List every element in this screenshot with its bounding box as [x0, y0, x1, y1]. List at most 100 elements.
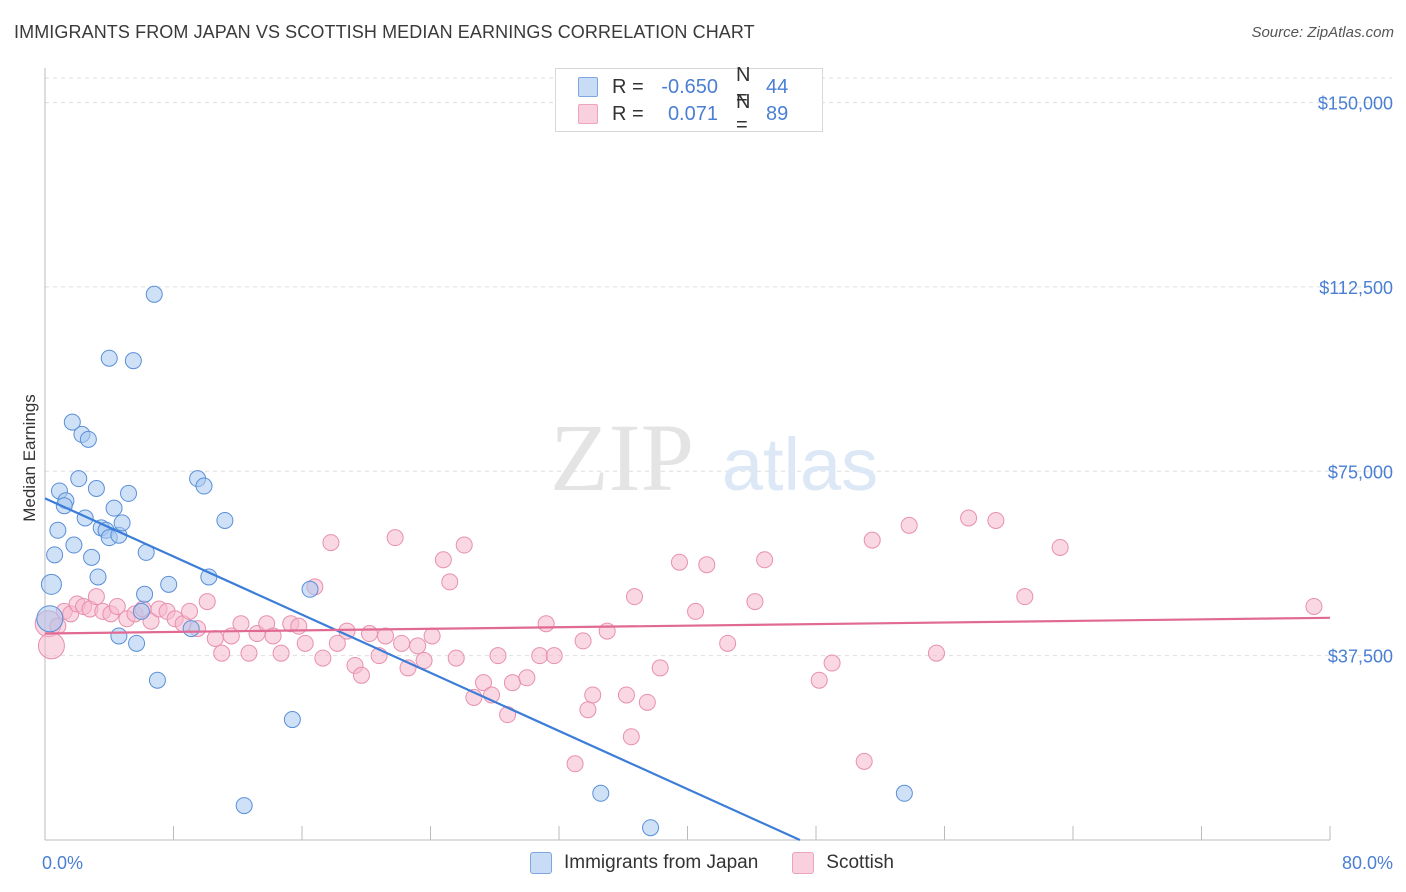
r-label: R =: [612, 75, 644, 98]
scottish-point: [518, 669, 536, 687]
scottish-point: [447, 649, 465, 667]
scottish-point: [863, 531, 881, 549]
scottish-points: [34, 509, 1323, 773]
japan-point: [40, 573, 62, 595]
japan-point: [65, 536, 83, 554]
x-tick-label-min: 0.0%: [42, 853, 83, 873]
scottish-point: [198, 593, 216, 611]
scottish-point: [1305, 597, 1323, 615]
n-label: N =: [736, 91, 751, 136]
legend-item-scottish[interactable]: Scottish: [792, 852, 894, 874]
y-axis-label: Median Earnings: [20, 394, 39, 522]
japan-point: [113, 514, 131, 532]
scottish-point: [360, 625, 378, 643]
japan-point: [642, 819, 660, 837]
japan-point: [160, 575, 178, 593]
japan-points: [36, 285, 913, 837]
japan-trend-line: [44, 497, 801, 842]
scottish-point: [290, 617, 308, 635]
scottish-point: [489, 647, 507, 665]
scottish-point: [698, 556, 716, 574]
scottish-point: [855, 752, 873, 770]
scottish-r-value: 0.071: [667, 102, 718, 125]
scottish-point: [423, 627, 441, 645]
scottish-point: [638, 693, 656, 711]
scottish-swatch: [578, 104, 598, 124]
scottish-point: [987, 511, 1005, 529]
scottish-point: [441, 573, 459, 591]
japan-point: [63, 413, 81, 431]
scottish-point: [1051, 538, 1069, 556]
scottish-point: [393, 634, 411, 652]
japan-point: [87, 479, 105, 497]
scottish-point: [625, 588, 643, 606]
scottish-point: [475, 674, 493, 692]
scottish-point: [960, 509, 978, 527]
scottish-point: [756, 551, 774, 569]
scottish-point: [810, 671, 828, 689]
scottish-point: [232, 615, 250, 633]
x-tick-labels: 0.0% 80.0%: [42, 853, 1393, 873]
scottish-trend-line: [44, 616, 1331, 635]
japan-point: [105, 499, 123, 517]
scottish-point: [927, 644, 945, 662]
legend-item-japan[interactable]: Immigrants from Japan: [530, 852, 758, 874]
japan-point: [301, 580, 319, 598]
scottish-point: [272, 644, 290, 662]
japan-point: [49, 521, 67, 539]
japan-n-value: 44: [766, 75, 789, 98]
japan-point: [235, 797, 253, 815]
gridlines: [45, 77, 1392, 657]
japan-r-value: -0.650: [661, 75, 718, 98]
watermark-atlas: atlas: [722, 423, 878, 506]
scottish-point: [213, 644, 231, 662]
japan-point: [128, 634, 146, 652]
n-label: N =: [736, 64, 751, 109]
scottish-legend-swatch: [792, 852, 815, 874]
axes: [44, 68, 1331, 841]
japan-point: [83, 548, 101, 566]
scottish-point: [108, 597, 126, 615]
stats-row-scottish: R = 0.071 N = 89: [578, 91, 789, 136]
japan-point: [70, 470, 88, 488]
scottish-point: [455, 536, 473, 554]
scottish-point: [434, 551, 452, 569]
japan-point: [120, 484, 138, 502]
scottish-point: [296, 634, 314, 652]
japan-legend-label: Immigrants from Japan: [564, 852, 759, 873]
scottish-point: [651, 659, 669, 677]
scottish-point: [322, 534, 340, 552]
japan-point: [182, 620, 200, 638]
scottish-point: [1016, 588, 1034, 606]
chart-title: IMMIGRANTS FROM JAPAN VS SCOTTISH MEDIAN…: [14, 22, 755, 42]
y-tick-label: $112,500: [1319, 278, 1393, 298]
japan-point: [148, 671, 166, 689]
r-label: R =: [612, 102, 644, 125]
stats-legend: R = -0.650 N = 44 R = 0.071 N = 89: [555, 64, 823, 136]
japan-swatch: [578, 77, 598, 97]
scottish-point: [687, 602, 705, 620]
scottish-legend-label: Scottish: [826, 852, 894, 873]
scottish-point: [719, 634, 737, 652]
scottish-point: [87, 588, 105, 606]
scottish-point: [386, 529, 404, 547]
japan-point: [216, 511, 234, 529]
japan-point: [36, 605, 64, 633]
scottish-point: [415, 652, 433, 670]
scottish-point: [746, 593, 764, 611]
scottish-point: [579, 701, 597, 719]
scottish-point: [240, 644, 258, 662]
y-tick-label: $75,000: [1328, 462, 1393, 482]
scottish-point: [206, 629, 224, 647]
japan-point: [195, 477, 213, 495]
scottish-point: [352, 666, 370, 684]
scottish-n-value: 89: [766, 102, 789, 125]
japan-point: [132, 602, 150, 620]
scottish-point: [823, 654, 841, 672]
scottish-point: [622, 728, 640, 746]
scottish-point: [584, 686, 602, 704]
watermark-zip: ZIP: [550, 404, 694, 511]
scottish-point: [264, 627, 282, 645]
scottish-point: [377, 627, 395, 645]
